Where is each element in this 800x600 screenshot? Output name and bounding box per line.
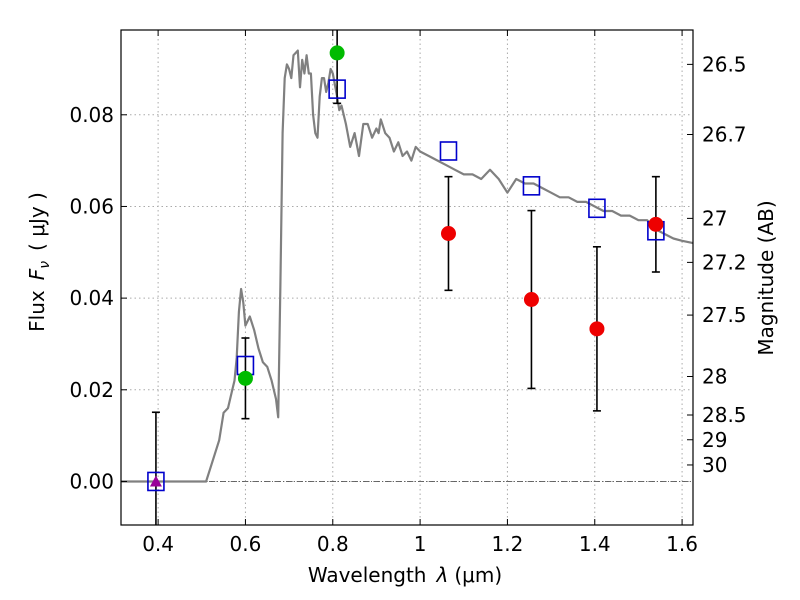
y2-tick-label: 27.2 [702, 250, 747, 274]
green-detection-point [329, 45, 345, 61]
upper-limit-triangle [149, 475, 162, 487]
model-photometry-square [147, 471, 165, 492]
model-photometry-square [439, 141, 458, 161]
y-tick-label: 0.06 [69, 194, 114, 218]
y-axis-label-unit: ( μJy ) [25, 192, 49, 251]
x-tick-label: 1.6 [666, 532, 698, 556]
model-photometry-square [522, 176, 541, 196]
x-axis-label-symbol: λ [436, 563, 449, 587]
red-detection-point [589, 321, 605, 337]
x-tick-label: 0.4 [142, 532, 174, 556]
x-tick-label: 1 [414, 532, 427, 556]
x-axis-label-prefix: Wavelength [308, 563, 427, 587]
y-axis-label-symbol: F [25, 268, 49, 280]
green-detection-point [237, 370, 253, 386]
y-axis-label-prefix: Flux [25, 290, 49, 332]
model-photometry-square [328, 79, 346, 99]
grid [121, 30, 693, 525]
y-axis-label-subscript: ν [37, 261, 53, 269]
y2-tick-label: 26.7 [702, 123, 747, 147]
y2-tick-label: 28 [702, 365, 727, 389]
x-tick-label: 0.6 [230, 532, 262, 556]
y-tick-label: 0.04 [69, 286, 114, 310]
y-tick-label: 0.02 [69, 378, 114, 402]
y2-tick-label: 27.5 [702, 303, 747, 327]
red-detection-point [440, 226, 456, 241]
x-axis-label-unit: (μm) [454, 563, 502, 587]
model-photometry-square [588, 198, 606, 219]
y2-tick-label: 28.5 [702, 403, 747, 427]
x-tick-label: 0.8 [317, 532, 349, 556]
y2-tick-label: 26.5 [702, 52, 747, 76]
y2-tick-label: 29 [702, 428, 727, 452]
red-detection-point [523, 292, 539, 307]
x-axis-label: Wavelength λ (μm) [308, 563, 502, 587]
x-tick-label: 1.4 [579, 532, 611, 556]
red-detection-point [648, 216, 664, 232]
data-marks [147, 30, 665, 525]
y-axis-label: Flux Fν ( μJy ) [25, 192, 53, 332]
y-tick-label: 0.00 [69, 469, 114, 493]
y-tick-label: 0.08 [69, 103, 114, 127]
y2-tick-label: 30 [702, 453, 727, 477]
y2-tick-label: 27 [702, 206, 727, 230]
model-sed-curve [121, 49, 694, 483]
plot-frame [120, 29, 694, 526]
x-tick-label: 1.2 [492, 532, 524, 556]
y2-axis-label: Magnitude (AB) [754, 200, 778, 355]
axis-ticks: 0.4 0.6 0.8 1 1.2 1.4 1.6 0.00 0.02 0.04 0.06 0.08 2… [69, 30, 747, 556]
